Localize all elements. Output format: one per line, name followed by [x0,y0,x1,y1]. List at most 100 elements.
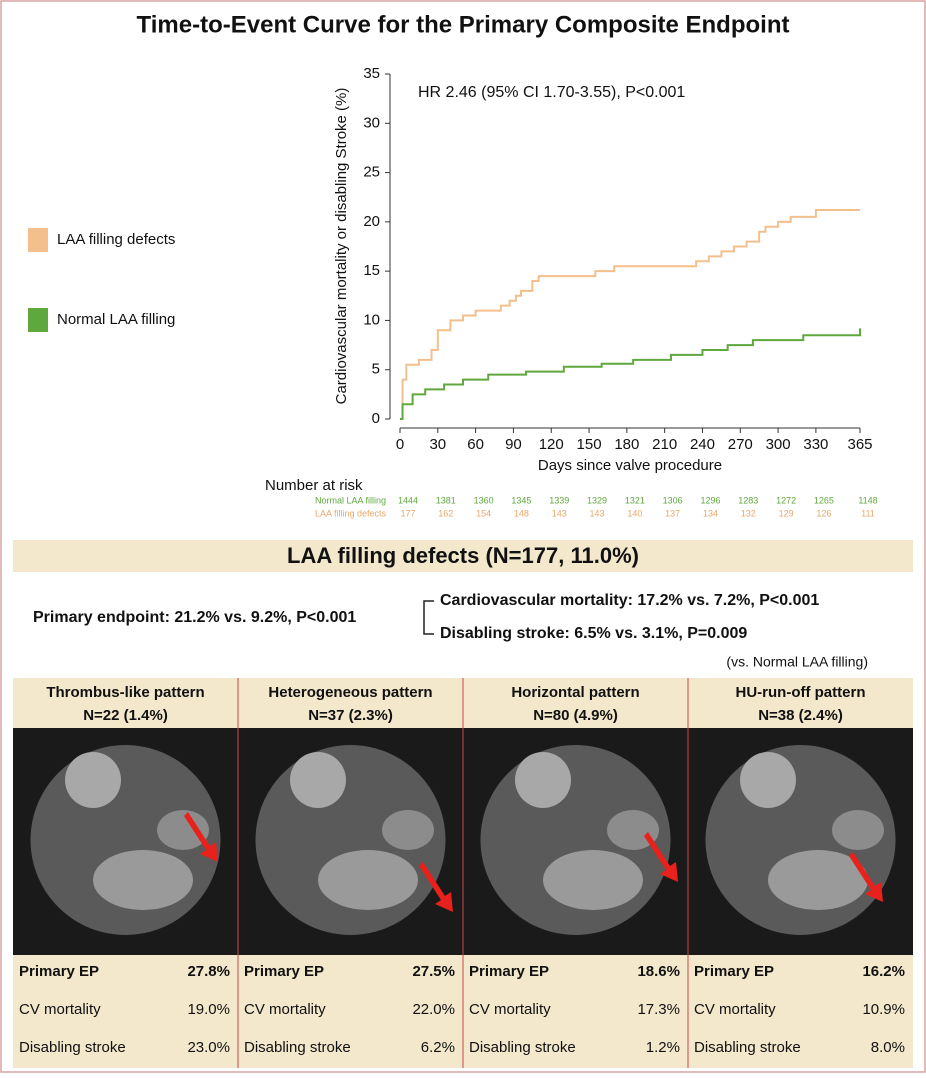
summary-stroke: Disabling stroke: 6.5% vs. 3.1%, P=0.009 [440,625,747,642]
stat-label: Disabling stroke [19,1039,126,1056]
risk-count: 129 [779,508,794,518]
panel-header [238,678,463,728]
ct-vessel [515,752,571,808]
panel-stats [463,955,688,1068]
risk-count: 148 [514,508,529,518]
stat-label: Disabling stroke [469,1039,576,1056]
panel-n: N=22 (1.4%) [83,707,168,724]
summary-cv: Cardiovascular mortality: 17.2% vs. 7.2%… [440,592,819,609]
panel-title: Heterogeneous pattern [268,684,432,701]
legend-label: LAA filling defects [57,231,175,248]
stat-value: 10.9% [862,1001,905,1018]
summary-band [13,540,913,572]
x-tick-label: 150 [577,436,602,453]
risk-count: 1345 [511,495,531,505]
y-tick-label: 35 [363,65,380,82]
panel-stats [13,955,238,1068]
y-tick-label: 15 [363,262,380,279]
stat-label: CV mortality [19,1001,101,1018]
arrow [849,852,883,902]
ct-vessel [740,752,796,808]
stat-value: 18.6% [637,963,680,980]
risk-count: 1296 [700,495,720,505]
stat-value: 22.0% [412,1001,455,1018]
risk-count: 134 [703,508,718,518]
curve [400,328,861,420]
risk-title: Number at risk [265,477,363,494]
risk-count: 132 [741,508,756,518]
y-axis-label: Cardiovascular mortality or disabling St… [333,88,350,405]
x-tick-label: 300 [766,436,791,453]
summary-heading: LAA filling defects (N=177, 11.0%) [287,543,639,568]
x-tick-label: 365 [847,436,872,453]
stat-value: 8.0% [871,1039,905,1056]
ct-vessel [157,810,209,850]
risk-count: 1321 [625,495,645,505]
figure-title: Time-to-Event Curve for the Primary Comp… [137,11,790,38]
summary-primary: Primary endpoint: 21.2% vs. 9.2%, P<0.00… [33,609,356,626]
panel-n: N=37 (2.3%) [308,707,393,724]
ct-vessel [382,810,434,850]
ct-vessel [832,810,884,850]
x-tick-label: 330 [803,436,828,453]
legend-swatch [28,228,48,252]
risk-count: 140 [627,508,642,518]
stat-label: CV mortality [469,1001,551,1018]
y-tick-label: 30 [363,114,380,131]
arrow [419,862,453,912]
x-tick-label: 90 [505,436,522,453]
risk-count: 137 [665,508,680,518]
y-tick-label: 25 [363,164,380,181]
stat-label: CV mortality [244,1001,326,1018]
annotation: HR 2.46 (95% CI 1.70-3.55), P<0.001 [418,84,685,101]
risk-count: 1265 [814,495,834,505]
panel-header [463,678,688,728]
ct-vessel [290,752,346,808]
panel-stats [688,955,913,1068]
risk-count: 143 [590,508,605,518]
risk-row-label: LAA filling defects [315,508,387,518]
y-tick-label: 0 [372,410,380,427]
x-tick-label: 210 [652,436,677,453]
stat-label: Disabling stroke [694,1039,801,1056]
panel-n: N=80 (4.9%) [533,707,618,724]
stat-value: 23.0% [187,1039,230,1056]
stat-label: Primary EP [244,963,324,980]
stat-label: Disabling stroke [244,1039,351,1056]
panel-title: Thrombus-like pattern [46,684,204,701]
risk-count: 1339 [549,495,569,505]
stat-value: 16.2% [862,963,905,980]
risk-count: 1360 [474,495,494,505]
x-tick-label: 270 [728,436,753,453]
risk-count: 1329 [587,495,607,505]
stat-label: CV mortality [694,1001,776,1018]
summary-note: (vs. Normal LAA filling) [726,654,868,670]
risk-count: 1306 [663,495,683,505]
x-tick-label: 30 [429,436,446,453]
panel-stats [238,955,463,1068]
x-tick-label: 240 [690,436,715,453]
stat-value: 19.0% [187,1001,230,1018]
panel-header [688,678,913,728]
ct-vessel [607,810,659,850]
ct-vessel [318,850,418,910]
arrow [184,812,218,862]
risk-count: 1444 [398,495,418,505]
risk-count: 1272 [776,495,796,505]
panel-n: N=38 (2.4%) [758,707,843,724]
stat-value: 17.3% [637,1001,680,1018]
risk-row-label: Normal LAA filling [315,495,386,505]
risk-count: 143 [552,508,567,518]
risk-count: 1148 [858,495,877,505]
stat-label: Primary EP [694,963,774,980]
stat-value: 1.2% [646,1039,680,1056]
stat-value: 27.5% [412,963,455,980]
bracket [423,600,434,635]
x-tick-label: 120 [539,436,564,453]
legend-swatch [28,308,48,332]
ct-vessel [543,850,643,910]
stat-label: Primary EP [469,963,549,980]
risk-count: 1381 [436,495,456,505]
ct-vessel [93,850,193,910]
